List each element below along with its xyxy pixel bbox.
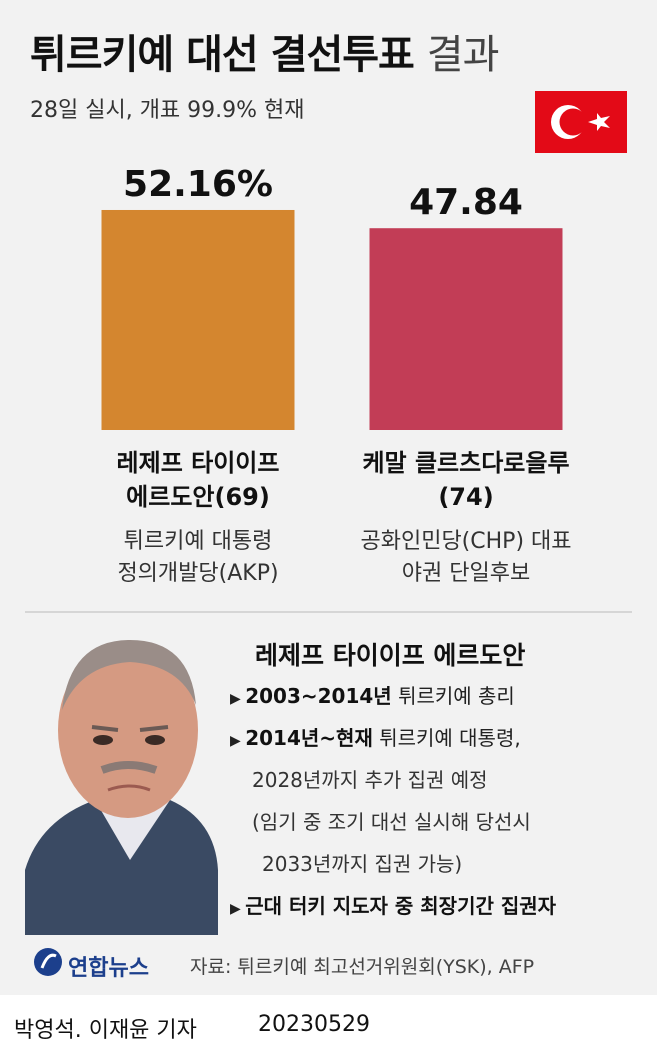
description-line: 정의개발당(AKP) (117, 561, 279, 586)
bullet: ▶ 2003~2014년 튀르키예 총리 (230, 680, 515, 709)
bullet-continuation: (임기 중 조기 대선 실시해 당선시 (252, 810, 531, 834)
date: 20230529 (258, 1012, 370, 1037)
logo-mark (40, 953, 57, 969)
bullet-arrow: ▶ (230, 691, 246, 707)
source: 자료: 튀르키예 최고선거위원회(YSK), AFP (190, 956, 535, 978)
value-label: 47.84 (409, 182, 523, 223)
bar (369, 228, 563, 430)
category-label: 레제프 타이이프 에르도안(69) (116, 449, 280, 511)
logo-mark (34, 948, 62, 976)
title-suffix: 결과 (426, 32, 500, 78)
photo (25, 640, 218, 935)
subtitle: 28일 실시, 개표 99.9% 현재 (30, 98, 305, 123)
bar (101, 209, 295, 430)
bullet-text: 튀르키예 대통령, (379, 726, 521, 750)
bullet: ▶ 근대 터키 지도자 중 최장기간 집권자 (230, 890, 556, 919)
bullet-continuation: 2033년까지 집권 가능) (262, 852, 463, 876)
bullet-continuation: 2028년까지 추가 집권 예정 (252, 768, 488, 792)
value-label: 52.16% (123, 164, 273, 205)
title-block: 튀르키예 대선 결선투표 결과 (30, 22, 500, 80)
logo: 연합뉴스 (68, 956, 149, 981)
bullet-arrow: ▶ (230, 733, 246, 749)
description-line: 야권 단일후보 (401, 561, 531, 586)
category-label: 케말 클르츠다로을루(74) (362, 449, 570, 511)
title: 튀르키예 대선 결선투표 (30, 32, 415, 78)
bullet-bold: 근대 터키 지도자 중 최장기간 집권자 (245, 894, 557, 918)
profile-name: 레제프 타이이프 에르도안 (255, 641, 526, 670)
footer (0, 995, 657, 1058)
description-line: 공화인민당(CHP) 대표 (360, 529, 572, 554)
flag (535, 91, 627, 153)
bullet-bold: 2014년~현재 (245, 726, 373, 750)
description-line: 튀르키예 대통령 (123, 529, 273, 554)
bullet-arrow: ▶ (230, 901, 246, 917)
credit: 박영석. 이재윤 기자 (14, 1018, 197, 1043)
bullet-text: 튀르키예 총리 (398, 684, 515, 708)
bullet: ▶ 2014년~현재 튀르키예 대통령, (230, 722, 521, 751)
bullet-bold: 2003~2014년 (245, 684, 392, 708)
